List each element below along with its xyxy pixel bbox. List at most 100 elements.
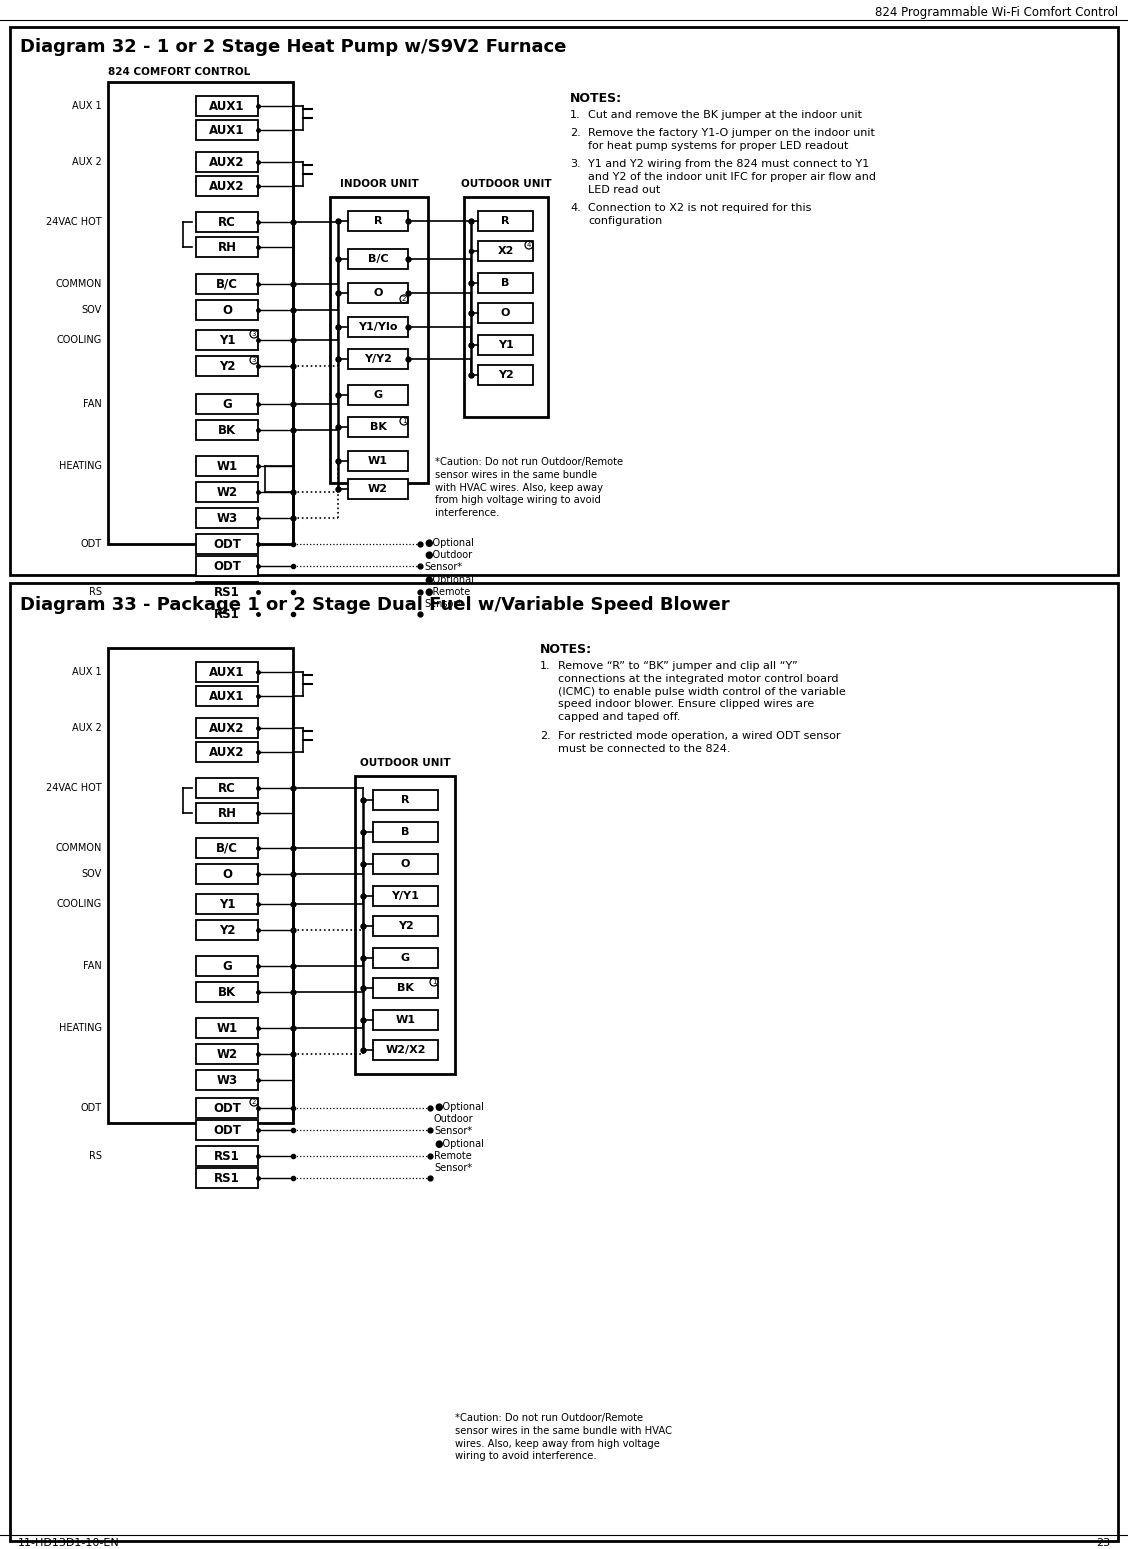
Bar [196,956,258,976]
Text: B/C: B/C [368,254,388,263]
Text: Y/Y2: Y/Y2 [364,355,391,364]
Text: COOLING: COOLING [56,898,102,909]
Text: Diagram 33 - Package 1 or 2 Stage Dual Fuel w/Variable Speed Blower: Diagram 33 - Package 1 or 2 Stage Dual F… [20,596,730,613]
Text: 3.: 3. [570,160,581,169]
Text: Y2: Y2 [219,923,236,937]
Bar [196,1044,258,1064]
Bar [196,604,258,624]
Bar [108,647,293,1123]
Bar [10,26,1118,575]
Bar [349,451,408,471]
Text: 2.: 2. [540,731,550,740]
Text: AUX1: AUX1 [210,124,245,136]
Text: W2: W2 [368,483,388,494]
Text: 11-HD13D1-10-EN: 11-HD13D1-10-EN [18,1538,120,1547]
Text: ODT: ODT [213,1123,241,1137]
Text: Y1 and Y2 wiring from the 824 must connect to Y1
and Y2 of the indoor unit IFC f: Y1 and Y2 wiring from the 824 must conne… [588,160,876,195]
Bar [196,301,258,321]
Text: Y1: Y1 [219,897,236,911]
Text: FAN: FAN [83,960,102,971]
Text: 2: 2 [252,1098,256,1104]
Text: 1: 1 [402,418,406,424]
Bar [196,838,258,858]
Text: COMMON: COMMON [55,279,102,290]
Text: W1: W1 [368,455,388,466]
Bar [373,1010,438,1030]
Bar [196,894,258,914]
Bar [349,211,408,231]
Text: O: O [222,867,232,880]
Text: RC: RC [218,782,236,795]
Text: G: G [400,953,411,963]
Text: ODT: ODT [213,559,241,573]
Text: AUX 1: AUX 1 [72,668,102,677]
Text: O: O [222,304,232,316]
Bar [196,237,258,257]
Bar [196,455,258,476]
Text: Y1: Y1 [497,339,513,350]
Text: W2: W2 [217,1047,238,1061]
Bar [373,790,438,810]
Text: 4: 4 [527,242,531,248]
Text: AUX 1: AUX 1 [72,101,102,112]
Bar [349,318,408,338]
Text: B: B [402,827,409,836]
Bar [196,1070,258,1090]
Text: ●Optional
Outdoor
Sensor*: ●Optional Outdoor Sensor* [434,1101,484,1137]
Text: AUX1: AUX1 [210,99,245,113]
Text: INDOOR UNIT: INDOOR UNIT [340,180,418,189]
Bar [196,778,258,798]
Text: ●Optional
●Remote
Sensor*: ●Optional ●Remote Sensor* [424,575,474,609]
Bar [196,982,258,1002]
Text: RS1: RS1 [214,1149,240,1162]
Bar [196,686,258,706]
Bar [196,864,258,884]
Text: W1: W1 [217,1021,238,1035]
Bar [373,886,438,906]
Text: Remove the factory Y1-O jumper on the indoor unit
for heat pump systems for prop: Remove the factory Y1-O jumper on the in… [588,129,875,150]
Text: 824 Programmable Wi-Fi Comfort Control: 824 Programmable Wi-Fi Comfort Control [875,6,1118,19]
Bar [196,661,258,682]
Bar [196,420,258,440]
Bar [196,534,258,555]
Text: BK: BK [218,423,236,437]
Text: 1.: 1. [570,110,581,119]
Text: For restricted mode operation, a wired ODT sensor
must be connected to the 824.: For restricted mode operation, a wired O… [558,731,840,754]
Text: SOV: SOV [81,305,102,314]
Text: RS: RS [89,1151,102,1162]
Text: O: O [373,288,382,297]
Text: 24VAC HOT: 24VAC HOT [46,217,102,228]
Text: Cut and remove the BK jumper at the indoor unit: Cut and remove the BK jumper at the indo… [588,110,862,119]
Bar [196,274,258,294]
Text: NOTES:: NOTES: [540,643,592,655]
Text: OUTDOOR UNIT: OUTDOOR UNIT [360,757,450,768]
Text: R: R [501,215,510,226]
Text: *Caution: Do not run Outdoor/Remote
sensor wires in the same bundle with HVAC
wi: *Caution: Do not run Outdoor/Remote sens… [455,1413,672,1461]
Text: ●Optional
●Outdoor
Sensor*: ●Optional ●Outdoor Sensor* [424,538,474,573]
Text: RH: RH [218,240,237,254]
Text: R: R [402,795,409,805]
Text: R: R [373,215,382,226]
Text: Y2: Y2 [497,370,513,380]
Bar [196,508,258,528]
Text: O: O [400,860,411,869]
Text: X2: X2 [497,246,513,256]
Text: 24VAC HOT: 24VAC HOT [46,782,102,793]
Text: SOV: SOV [81,869,102,878]
Bar [196,482,258,502]
Bar [196,177,258,197]
Bar [10,582,1118,1541]
Bar [196,1098,258,1118]
Text: Y1/YIo: Y1/YIo [359,322,398,331]
Text: Diagram 32 - 1 or 2 Stage Heat Pump w/S9V2 Furnace: Diagram 32 - 1 or 2 Stage Heat Pump w/S9… [20,39,566,56]
Text: FAN: FAN [83,400,102,409]
Text: Y2: Y2 [219,359,236,372]
Text: W1: W1 [396,1015,415,1025]
Bar [196,1146,258,1166]
Text: BK: BK [397,984,414,993]
Bar [196,330,258,350]
Bar [349,417,408,437]
Text: 2: 2 [402,296,406,302]
Text: Y2: Y2 [398,922,413,931]
Bar [373,853,438,874]
